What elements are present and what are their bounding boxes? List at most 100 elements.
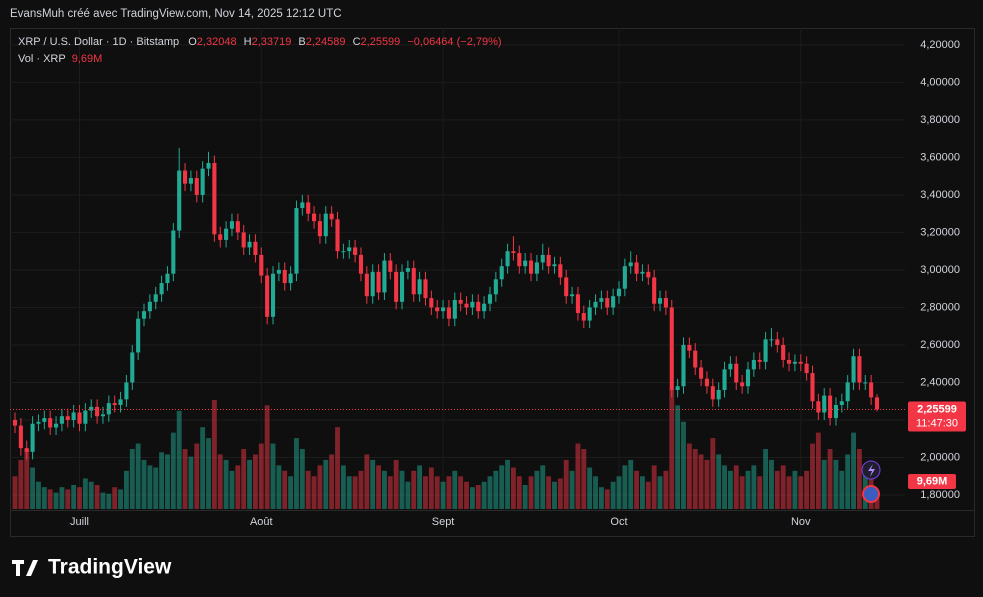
candle-body [224,228,229,240]
candle-body [464,303,469,308]
volume-bar [12,476,18,509]
volume-bar [440,481,446,509]
volume-bar [258,443,264,509]
volume-bar [30,467,36,509]
volume-bar [786,476,792,509]
candle-body [30,423,35,452]
candle-body [141,311,147,319]
candle-body [183,170,188,184]
volume-bar [487,476,493,509]
candle-body [188,178,193,184]
volume-bar [329,454,335,509]
volume-bar [757,476,763,509]
candle-body [570,294,575,297]
candle-body [816,401,821,413]
volume-bar [170,432,176,509]
volume-bar [722,465,727,509]
candle-body [710,386,715,400]
x-tick-label: Août [250,516,273,528]
volume-bar [640,476,645,509]
volume-bar [616,476,622,509]
candle-body [382,260,387,293]
candle-body [206,163,211,169]
candle-body [276,269,281,274]
volume-bar [810,443,815,509]
volume-bar [780,465,786,509]
volume-bar [411,470,417,509]
ohlc-key: B [298,36,305,48]
volume-bar [100,492,106,509]
volume-bar [505,459,511,509]
y-tick-label: 4,00000 [920,76,960,88]
volume-bar [575,443,581,509]
candle-body [511,251,516,254]
volume-bar [598,487,604,509]
candle-body [564,277,569,297]
volume-bar [475,485,481,509]
candle-body [124,382,129,400]
volume-bar [276,465,282,509]
candle-body [112,403,117,405]
volume-bar [534,470,540,509]
volume-bar [311,476,317,509]
volume-bar [751,465,757,509]
volume-bar [18,459,24,509]
volume-bar [147,465,153,509]
candle-body [458,299,463,304]
volume-bar [211,399,217,509]
volume-bar [288,476,294,509]
volume-bar [176,410,182,509]
candle-body [335,219,340,252]
volume-bar [686,443,692,509]
ohlc-value: 2,32048 [197,36,237,48]
y-tick-label: 3,00000 [920,264,960,276]
volume-bar [323,459,329,509]
volume-bar [352,476,358,509]
candle-body [405,268,410,272]
volume-bar [522,485,528,509]
candle-body [792,361,797,364]
candle-body [863,382,868,384]
volume-bar [804,470,810,509]
volume-bar [845,454,851,509]
candle-body [118,399,123,405]
candle-body [323,213,328,237]
candle-body [640,271,645,274]
volume-bar [235,465,241,509]
candle-body [435,307,440,312]
volume-value: 9,69M [72,53,103,65]
candle-body [657,298,663,304]
candle-body [376,271,381,293]
candle-body [669,307,674,390]
volume-bar [200,427,206,509]
x-tick-label: Juill [70,516,89,528]
volume-bar [469,487,475,509]
volume-bar [393,459,399,509]
volume-bar [446,476,452,509]
candle-body [587,307,592,321]
candle-body [429,298,434,308]
candle-body [18,425,23,449]
candle-body [388,260,393,272]
candle-body [294,208,299,274]
candle-body [828,395,833,419]
volume-bar [41,487,47,509]
volume-bar [118,489,123,509]
x-tick-label: Sept [432,516,455,528]
volume-bar [839,470,845,509]
y-tick-label: 4,20000 [920,39,960,51]
candle-body [722,369,727,390]
volume-bar [399,470,405,509]
volume-bar [681,421,686,509]
candle-body [804,363,809,374]
candle-body [218,234,223,240]
candle-body [482,303,487,312]
flag-icon[interactable] [862,485,880,503]
volume-bar [856,449,862,509]
candle-body [740,382,745,387]
candle-body [130,352,135,383]
volume-bar [546,476,552,509]
volume-bar [405,481,411,509]
candle-body [798,361,803,364]
candle-body [476,301,481,312]
